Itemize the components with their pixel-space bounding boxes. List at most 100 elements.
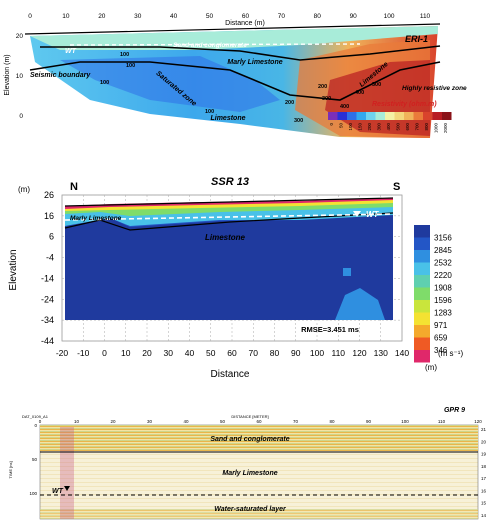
ssr-x-tick-label: 70	[249, 348, 259, 358]
ssr-title: SSR 13	[211, 176, 249, 188]
ssr-y-axis-title: Elevation	[8, 249, 19, 290]
ssr-x-tick-label: 0	[102, 348, 107, 358]
eri-scale-swatch	[394, 112, 404, 120]
gpr-wt-marker	[64, 486, 70, 491]
ssr-scale-value: 1908	[434, 284, 452, 293]
eri-label-sand: Sand and conglomerate	[173, 42, 247, 49]
gpr-upper-reflectors	[40, 425, 478, 451]
ssr-scale-swatch	[414, 350, 430, 363]
eri-seismic-line	[29, 61, 441, 101]
gpr-label-marly: Marly Limestone	[222, 470, 277, 477]
ssr-scale-value: 346	[434, 346, 448, 355]
ssr-x-tick-label: 80	[270, 348, 280, 358]
ssr-small-anomaly	[343, 268, 351, 276]
ssr-x-tick-label: 110	[331, 348, 345, 358]
eri-x-tick-label: 90	[350, 13, 358, 20]
gpr-y-tick-label: 100	[29, 491, 37, 496]
eri-scale-swatch	[413, 112, 423, 120]
gpr-x-tick-label: 80	[329, 419, 335, 424]
ssr-scale-swatch	[414, 312, 430, 325]
ssr-scale-swatch	[414, 287, 430, 300]
ssr-x-tick-label: 60	[227, 348, 237, 358]
eri-scale-swatch	[442, 112, 452, 120]
gpr-x-tick-labels: 0 10 20 30 40 50 60 70 80 90 100 110 120	[39, 419, 483, 424]
ssr-north-label: N	[70, 181, 78, 193]
eri-scale-value: 50	[338, 123, 343, 129]
eri-scale-swatch	[356, 112, 366, 120]
ssr-panel: SSR 13 N S (m) Elevation Marly Limestone…	[0, 170, 500, 390]
ssr-scale-value: 971	[434, 321, 448, 330]
eri-y-tick-label: 10	[16, 73, 24, 80]
ssr-y-tick-label: -44	[41, 336, 54, 346]
eri-y-tick-labels: 20 10 0	[16, 33, 24, 120]
gpr-x-tick-label: 110	[438, 419, 446, 424]
eri-y-tick-label: 20	[16, 33, 24, 40]
ssr-y-tick-label: -4	[46, 253, 54, 263]
eri-contour-label: 400	[355, 90, 364, 96]
eri-contour-label: 100	[100, 80, 109, 86]
eri-label-wt: WT	[65, 48, 77, 55]
ssr-scale-swatch	[414, 250, 430, 263]
ssr-scale-value: 2532	[434, 259, 452, 268]
ssr-scale-value: 2220	[434, 271, 452, 280]
eri-scale-value: 0	[329, 123, 334, 126]
eri-scale-value: 600	[405, 123, 410, 131]
eri-scale-swatch	[366, 112, 376, 120]
eri-x-axis-title: Distance (m)	[225, 20, 265, 27]
eri-scale-value: 1000	[433, 123, 438, 134]
eri-contour-label: 300	[294, 118, 303, 124]
ssr-x-tick-label: 30	[164, 348, 174, 358]
ssr-rmse-label: RMSE=3.451 ms	[301, 325, 359, 334]
eri-scale-value: 2000	[443, 123, 448, 134]
ssr-scale-value: 3156	[434, 234, 452, 243]
eri-scale-value: 300	[376, 123, 381, 131]
eri-x-tick-label: 20	[98, 13, 106, 20]
eri-surface-line	[24, 23, 441, 35]
ssr-y-tick-labels: 26 16 6 -4 -14 -24 -34 -44	[41, 190, 54, 346]
gpr-right-tick-label: 17	[481, 476, 487, 481]
eri-x-tick-label: 40	[170, 13, 178, 20]
ssr-x-tick-label: -10	[77, 348, 90, 358]
ssr-scale-swatch	[414, 237, 430, 250]
eri-figure: 0 10 20 30 40 50 60 70 80 90 100 110 Distance (m) E…	[4, 13, 467, 138]
eri-label-limestone-bottom: Limestone	[210, 115, 245, 122]
eri-scale-swatch	[337, 112, 347, 120]
eri-label-marly: Marly Limestone	[227, 59, 282, 66]
eri-scale-swatch	[347, 112, 357, 120]
gpr-right-tick-label: 18	[481, 464, 487, 469]
ssr-scale-value: 2845	[434, 246, 452, 255]
ssr-deep-anomaly	[335, 288, 385, 320]
gpr-figure: GPR 9 DAT_0109_A1 DISTANCE [METER] TIME …	[8, 407, 487, 520]
gpr-label-wt: WT	[52, 488, 64, 495]
gpr-file-label: DAT_0109_A1	[22, 414, 49, 419]
eri-x-tick-label: 60	[242, 13, 250, 20]
ssr-y-tick-label: 16	[44, 211, 54, 221]
gpr-x-tick-label: 70	[293, 419, 299, 424]
eri-contour-label: 400	[340, 104, 349, 110]
gpr-label-water: Water-saturated layer	[214, 506, 287, 513]
ssr-label-limestone: Limestone	[205, 233, 246, 242]
gpr-x-tick-label: 120	[474, 419, 482, 424]
ssr-velocity-scale: 3156 2845 2532 2220 1908 1596 1283 971 659 346	[414, 225, 452, 363]
gpr-x-tick-label: 50	[220, 419, 226, 424]
ssr-x-tick-label: 130	[374, 348, 388, 358]
eri-scale-swatch	[404, 112, 414, 120]
ssr-scale-swatch	[414, 300, 430, 313]
eri-boundary-line	[40, 45, 441, 61]
eri-scale-swatch	[432, 112, 442, 120]
ssr-x-tick-label: 50	[206, 348, 216, 358]
eri-label-seismic: Seismic boundary	[30, 72, 91, 79]
gpr-right-tick-label: 14	[481, 513, 487, 518]
eri-resistivity-scale: 0 50 100 150 200 300 400 500 600 700 800 1000 2000	[328, 112, 452, 133]
ssr-scale-value: 1283	[434, 309, 452, 318]
gpr-lower-reflectors	[40, 509, 478, 519]
eri-water-table-line	[69, 43, 361, 46]
gpr-near-surface-anomaly	[60, 427, 74, 519]
ssr-surface-layer	[65, 198, 393, 209]
eri-top-layer	[30, 26, 438, 50]
gpr-right-tick-label: 19	[481, 452, 487, 457]
eri-x-tick-label: 80	[314, 13, 322, 20]
gpr-right-tick-label: 20	[481, 439, 487, 444]
ssr-scale-value: 1596	[434, 296, 452, 305]
ssr-scale-swatch	[414, 225, 430, 238]
